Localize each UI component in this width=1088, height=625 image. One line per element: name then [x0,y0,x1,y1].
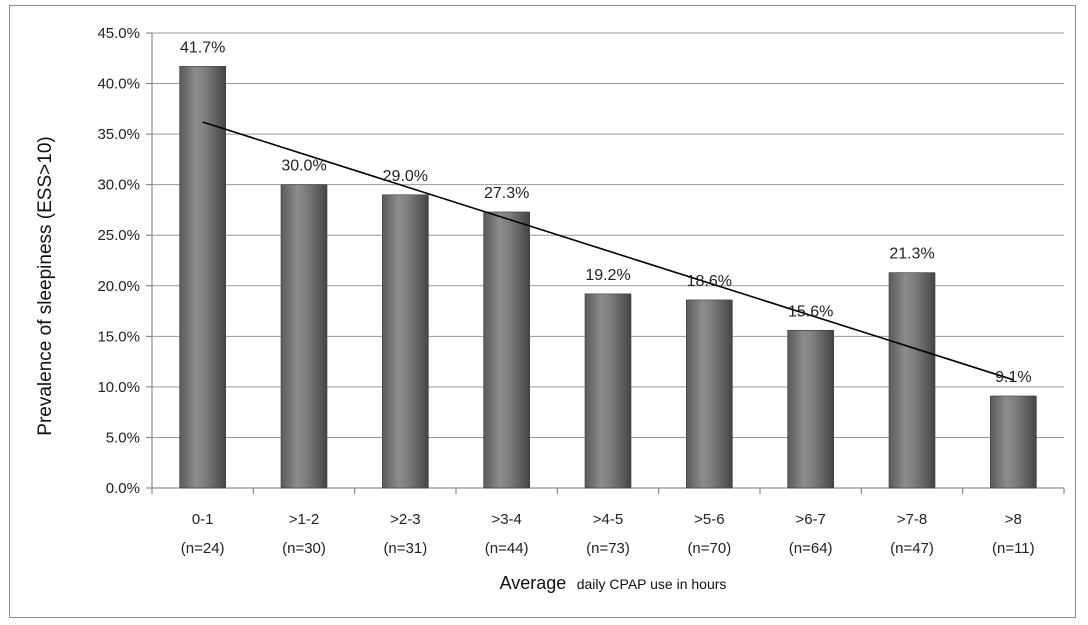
y-tick-label: 10.0% [97,379,140,396]
bar->3-4 [483,211,530,489]
x-tick-label: >1-2 [289,511,319,528]
x-tick-sample-size: (n=47) [890,540,934,557]
bar->6-7 [787,329,834,489]
x-tick-label: >7-8 [897,511,927,528]
y-tick-label: 0.0% [106,480,140,497]
x-tick-label: 0-1 [192,511,214,528]
x-axis-label-rest: daily CPAP use in hours [577,576,727,592]
x-axis-label: Average daily CPAP use in hours [500,573,727,593]
x-tick-label: >2-3 [390,511,420,528]
y-tick-label: 25.0% [97,227,140,244]
data-label: 19.2% [585,267,630,284]
data-label: 27.3% [484,185,529,202]
bar->2-3 [382,194,429,489]
x-tick-label: >5-6 [694,511,724,528]
y-axis-ticks: 0.0% 5.0% 10.0% 15.0% 20.0% 25.0% 30.0% 35.0% 40… [97,25,140,497]
trendline [202,121,1014,381]
bar->1-2 [280,184,328,489]
y-tick-label: 30.0% [97,177,140,194]
y-tick-label: 40.0% [97,76,140,93]
x-tick-label: >8 [1005,511,1022,528]
y-tick-label: 15.0% [97,328,140,345]
y-tick-label: 45.0% [97,25,140,42]
data-label: 15.6% [788,303,833,320]
x-tick-sample-size: (n=11) [992,540,1035,557]
data-label: 18.6% [687,273,732,290]
bar->4-5 [584,293,632,489]
data-label: 9.1% [995,369,1031,386]
bar->5-6 [686,299,733,489]
x-tick-label: >3-4 [491,511,521,528]
x-tick-label: >6-7 [795,511,825,528]
bars [179,66,1037,489]
y-tick-label: 5.0% [106,429,140,446]
x-tick-sample-size: (n=70) [687,540,731,557]
x-tick-sample-size: (n=31) [383,540,427,557]
data-label: 29.0% [383,168,428,185]
linear-trendline [202,121,1014,381]
data-labels: 41.7% 30.0% 29.0% 27.3% 19.2% 18.6% 15.6% 21.3%… [180,39,1032,386]
y-axis-label: Prevalence of sleepiness (ESS>10) [35,136,56,435]
data-label: 41.7% [180,39,225,56]
x-tick-sample-size: (n=30) [282,540,326,557]
x-tick-sample-size: (n=24) [181,540,225,557]
data-label: 30.0% [281,158,326,175]
y-tick-label: 20.0% [97,278,140,295]
y-tick-label: 35.0% [97,126,140,143]
bar-0-1 [179,66,226,489]
x-axis-ticks: 0-1 (n=24) >1-2 (n=30) >2-3 (n=31) >3-4 (n=44) >… [181,511,1035,557]
x-tick-sample-size: (n=64) [789,540,833,557]
x-tick-label: >4-5 [593,511,623,528]
bar->7-8 [888,272,936,489]
data-label: 21.3% [889,246,934,263]
x-tick-sample-size: (n=73) [586,540,630,557]
x-tick-sample-size: (n=44) [485,540,529,557]
x-axis-label-main: Average [500,573,567,593]
bar->8 [990,395,1037,489]
